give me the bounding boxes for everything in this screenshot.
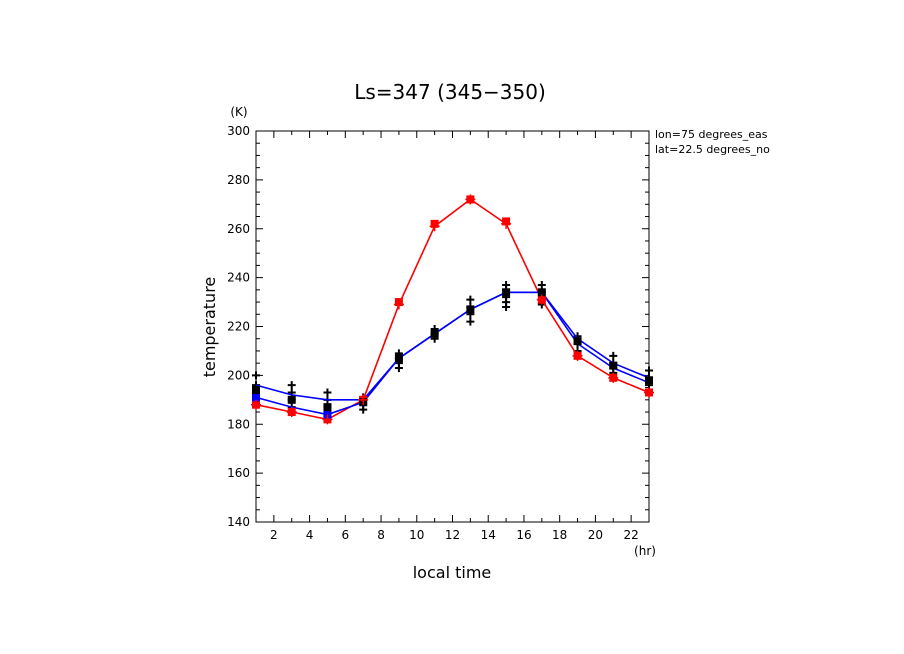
series-point-0 [572,350,583,361]
series-point-0 [393,299,404,310]
observation-point [645,366,653,375]
series-point-0 [501,218,512,229]
x-tick-label: 18 [552,528,567,542]
y-tick-label: 260 [227,222,250,236]
series-marker-2 [573,337,582,346]
observation-point [287,381,296,390]
observation-point [466,317,475,326]
series-marker-2 [323,403,332,412]
series-point-0 [608,372,619,383]
series-point-0 [322,414,333,425]
observation-point [466,295,475,304]
series-marker-2 [287,395,296,404]
x-tick-label: 10 [409,528,424,542]
y-tick-label: 200 [227,368,250,382]
y-tick-label: 140 [227,515,250,529]
x-tick-label: 6 [341,528,349,542]
series-point-0 [465,194,476,205]
series-marker-2 [645,376,653,385]
series-point-0 [429,221,440,232]
observation-point [502,302,511,311]
x-unit-label: (hr) [634,544,656,558]
chart-title: Ls=347 (345−350) [354,80,546,104]
series-marker-2 [537,288,546,297]
series-marker-2 [609,361,618,370]
x-tick-label: 22 [623,528,638,542]
x-tick-label: 16 [516,528,531,542]
x-tick-label: 12 [445,528,460,542]
y-tick-label: 240 [227,271,250,285]
x-tick-label: 14 [481,528,496,542]
series-marker-2 [394,354,403,363]
series-marker-2 [252,386,260,395]
observation-point [609,351,618,360]
observation-point [537,280,546,289]
series-point-0 [536,294,547,305]
annotation-lat: lat=22.5 degrees_no [655,143,770,156]
observation-point [252,371,260,380]
series-point-0 [286,407,297,418]
x-tick-label: 8 [377,528,385,542]
y-tick-label: 160 [227,466,250,480]
x-axis-label: local time [413,563,492,582]
y-unit-label: (K) [230,105,247,119]
annotation-lon: lon=75 degrees_eas [655,128,768,141]
plot-area: 2 4 6 8 10 12 14 16 18 20 22 140 160 180 200 220 240 260 2… [227,124,654,542]
plot-frame [255,130,650,523]
series-line-1 [255,291,650,416]
series-marker-1 [252,393,260,402]
y-tick-label: 280 [227,173,250,187]
x-tick-label: 20 [588,528,603,542]
series-point-0 [644,387,654,398]
y-tick-label: 180 [227,417,250,431]
series-line-2 [255,291,650,401]
series-marker-2 [430,329,439,338]
series-point-0 [358,394,369,405]
series-point-0 [251,399,261,410]
x-tick-label: 2 [270,528,278,542]
x-tick-label: 4 [306,528,314,542]
y-tick-label: 220 [227,320,250,334]
observation-point [359,405,368,414]
y-tick-label: 300 [227,124,250,138]
series-marker-2 [502,288,511,297]
observation-point [394,364,403,373]
y-axis-label: temperature [200,277,219,378]
observation-point [323,388,332,397]
series-marker-2 [466,305,475,314]
series-line-0 [255,198,650,421]
